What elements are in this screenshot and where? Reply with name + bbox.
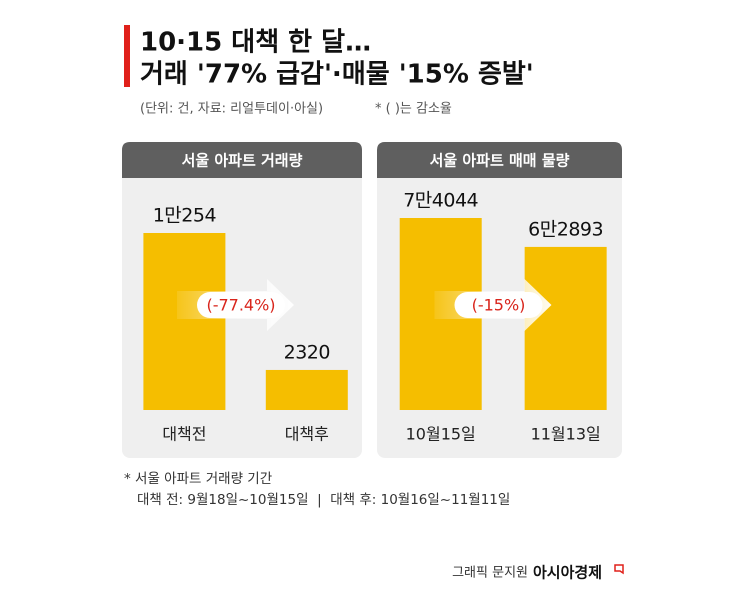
credit-author: 그래픽 문지원 <box>452 566 528 581</box>
title: 거래 '77% 급감'·매물 '15% 증발' <box>140 60 534 90</box>
panel-title: 서울 아파트 매매 물량 <box>430 152 570 170</box>
value-label: 2320 <box>284 341 330 363</box>
category-label: 10월15일 <box>406 425 476 444</box>
panel-header <box>377 142 622 178</box>
brand-icon <box>614 564 624 575</box>
value-label: 7만4044 <box>403 190 478 212</box>
footnote: 대책 전: 9월18일~10월15일 | 대책 후: 10월16일~11월11일 <box>137 492 510 508</box>
title: 10·15 대책 한 달… <box>140 28 371 58</box>
value-label: 1만254 <box>153 205 217 227</box>
note: * ( )는 감소율 <box>375 102 452 117</box>
category-label: 11월13일 <box>531 425 601 444</box>
bar <box>265 369 348 410</box>
credit-brand: 아시아경제 <box>533 564 602 582</box>
panel-header <box>122 142 362 178</box>
value-label: 6만2893 <box>528 218 603 240</box>
annotation-box <box>197 292 285 318</box>
bar <box>143 233 226 410</box>
annotation: (-77.4%) <box>206 296 275 315</box>
category-label: 대책후 <box>285 425 329 444</box>
accent-bar <box>124 25 130 87</box>
bar <box>524 246 607 410</box>
footnote: * 서울 아파트 거래량 기간 <box>124 471 272 487</box>
note: (단위: 건, 자료: 리얼투데이·아실) <box>140 102 323 117</box>
panel-title: 서울 아파트 거래량 <box>182 152 303 170</box>
annotation-box <box>454 292 543 318</box>
category-label: 대책전 <box>162 425 206 444</box>
annotation: (-15%) <box>472 296 526 315</box>
